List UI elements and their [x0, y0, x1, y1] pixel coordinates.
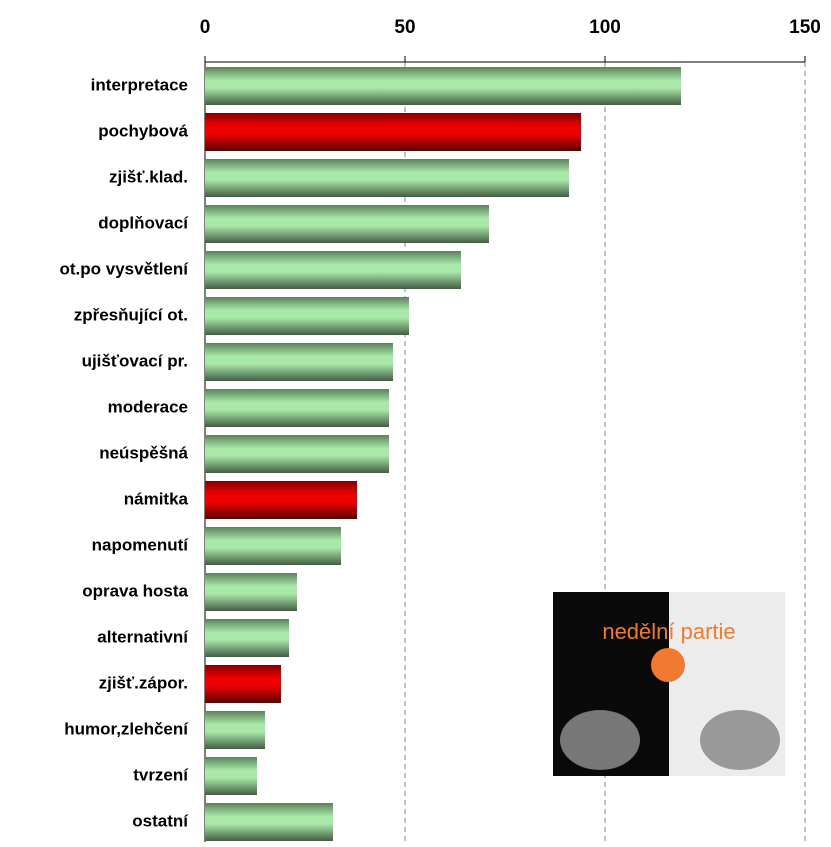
y-tick-label: interpretace [91, 75, 188, 94]
y-tick-label: alternativní [97, 627, 189, 646]
bar [205, 711, 265, 749]
bar [205, 67, 681, 105]
y-tick-label: oprava hosta [82, 581, 188, 600]
y-tick-label: ot.po vysvětlení [60, 259, 190, 278]
bar [205, 481, 357, 519]
bar [205, 389, 389, 427]
inset-text: nedělní partie [602, 619, 735, 644]
bar [205, 159, 569, 197]
y-tick-label: moderace [108, 397, 188, 416]
bar [205, 573, 297, 611]
y-tick-label: zjišť.klad. [109, 167, 188, 186]
y-tick-label: námitka [124, 489, 189, 508]
bar [205, 435, 389, 473]
x-tick-label: 0 [200, 17, 211, 38]
y-tick-label: ujišťovací pr. [82, 351, 188, 370]
y-tick-label: zjišť.zápor. [99, 673, 188, 692]
y-tick-label: ostatní [132, 811, 189, 830]
bar [205, 803, 333, 841]
bar [205, 343, 393, 381]
y-tick-label: zpřesňující ot. [74, 305, 188, 324]
x-tick-label: 50 [394, 17, 415, 38]
bar [205, 297, 409, 335]
bar [205, 527, 341, 565]
y-tick-label: neúspěšná [99, 443, 188, 462]
bar [205, 205, 489, 243]
inset-shape [700, 710, 780, 770]
y-tick-label: pochybová [98, 121, 188, 140]
y-tick-label: napomenutí [92, 535, 190, 554]
y-tick-label: tvrzení [133, 765, 189, 784]
y-tick-label: doplňovací [98, 213, 189, 232]
bar [205, 113, 581, 151]
x-tick-label: 100 [589, 17, 621, 38]
inset-image: nedělní partie [553, 592, 785, 776]
inset-circle [651, 648, 685, 682]
bar [205, 757, 257, 795]
bar [205, 619, 289, 657]
bar [205, 665, 281, 703]
bar [205, 251, 461, 289]
inset-shape [560, 710, 640, 770]
x-tick-label: 150 [789, 17, 821, 38]
y-tick-label: humor,zlehčení [64, 719, 189, 738]
